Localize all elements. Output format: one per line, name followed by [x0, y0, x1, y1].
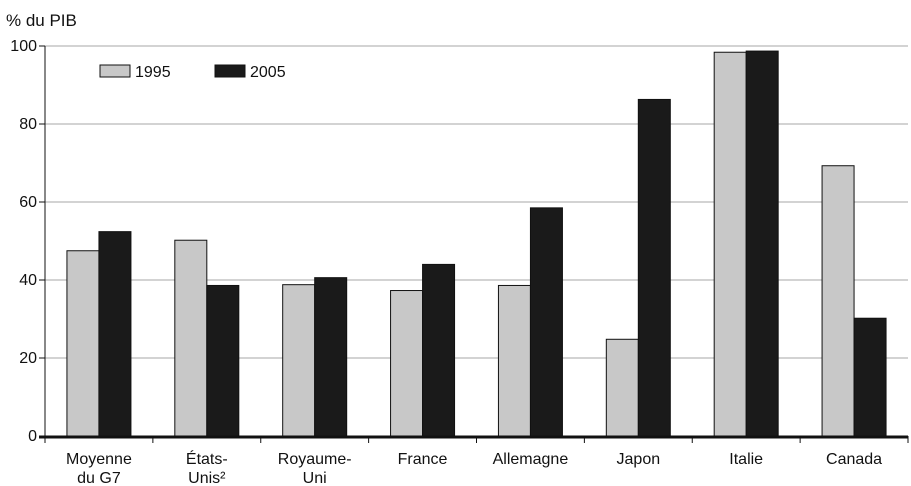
x-axis: [39, 435, 909, 443]
x-category-label: États- Unis²: [186, 449, 228, 486]
x-category-label: Canada: [826, 451, 882, 468]
x-category-label: Royaume- Uni: [278, 451, 352, 486]
y-tick-label: 80: [19, 116, 37, 133]
x-category-label-line: Allemagne: [493, 451, 569, 468]
legend: 1995 2005: [99, 64, 286, 81]
y-tick-label: 40: [19, 272, 37, 289]
y-tick-label: 100: [10, 38, 37, 55]
x-category-label: France: [398, 451, 448, 468]
category-labels: Moyenne du G7 États- Unis² Royaume- Uni France…: [66, 449, 882, 486]
bar-1995-1: [174, 239, 208, 437]
bar-1995-2: [282, 284, 316, 437]
x-category-label-line: Royaume-: [278, 451, 352, 468]
bar-1995-7: [821, 165, 855, 437]
bar-1995-0: [66, 250, 100, 437]
y-tick-label: 60: [19, 194, 37, 211]
legend-swatch-1995: [99, 64, 131, 78]
bar-2005-3: [422, 263, 456, 437]
bar-2005-7: [853, 317, 887, 437]
bars: [66, 50, 887, 437]
bar-2005-2: [314, 277, 348, 437]
bar-1995-5: [605, 338, 639, 437]
x-category-label: Moyenne du G7: [66, 451, 132, 486]
y-axis-label: % du PIB: [6, 11, 77, 30]
legend-label-2005: 2005: [250, 64, 286, 81]
x-category-label-line: du G7: [77, 470, 121, 486]
x-category-label-line: Canada: [826, 451, 882, 468]
y-tick-label: 0: [28, 428, 37, 445]
bar-1995-4: [497, 284, 531, 437]
x-category-label-line: Italie: [729, 451, 763, 468]
x-category-label: Japon: [617, 451, 661, 468]
y-axis-ticks: 0 20 40 60 80 100: [10, 38, 46, 445]
bar-2005-4: [529, 207, 563, 437]
bar-1995-6: [713, 51, 747, 437]
x-category-label: Italie: [729, 451, 763, 468]
x-category-label-line: Japon: [617, 451, 661, 468]
bar-2005-0: [98, 231, 132, 437]
x-category-label-line: États-: [186, 449, 228, 468]
legend-label-1995: 1995: [135, 64, 171, 81]
y-tick-label: 20: [19, 350, 37, 367]
legend-swatch-2005: [214, 64, 246, 78]
bar-2005-6: [745, 50, 779, 437]
x-category-label-line: Moyenne: [66, 451, 132, 468]
bar-2005-1: [206, 284, 240, 437]
x-category-label-line: Uni: [303, 470, 327, 486]
x-category-label: Allemagne: [493, 451, 569, 468]
x-category-label-line: Unis²: [188, 470, 226, 486]
bar-1995-3: [390, 290, 424, 437]
x-category-label-line: France: [398, 451, 448, 468]
bar-2005-5: [637, 98, 671, 437]
